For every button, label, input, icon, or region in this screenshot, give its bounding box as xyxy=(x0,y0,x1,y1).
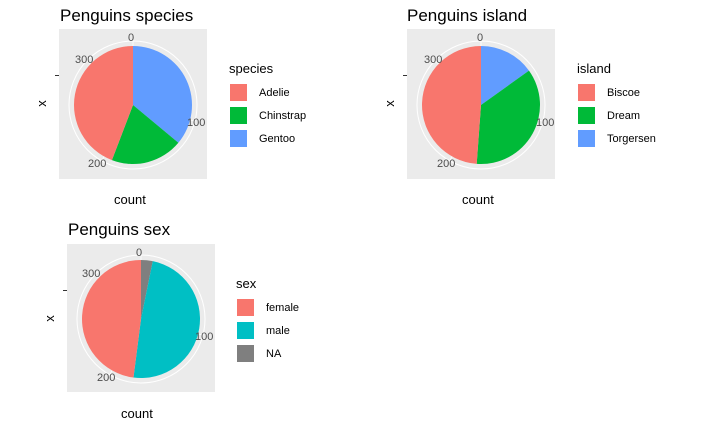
pie-slice-male xyxy=(133,261,201,378)
y-axis-tick xyxy=(63,290,67,291)
tick-label: 200 xyxy=(88,158,107,170)
legend-key-biscoe xyxy=(578,84,595,101)
pie-slice-torgersen xyxy=(481,46,529,105)
legend-label: Chinstrap xyxy=(259,110,307,122)
legend-label: NA xyxy=(266,348,282,360)
pie-chart xyxy=(68,40,198,170)
y-axis-tick xyxy=(55,75,59,76)
tick-label: 100 xyxy=(195,331,214,343)
legend-label: Biscoe xyxy=(607,87,641,99)
plot-panel xyxy=(67,244,215,392)
x-axis-label: count xyxy=(462,192,494,207)
tick-label: 300 xyxy=(424,54,443,66)
legend-label: Dream xyxy=(607,110,641,122)
chart-title: Penguins sex xyxy=(68,220,171,239)
plot-panel xyxy=(407,29,555,179)
legend-label: female xyxy=(266,302,300,314)
x-axis-label: count xyxy=(121,406,153,421)
legend-key-gentoo xyxy=(230,130,247,147)
legend-title: island xyxy=(577,61,611,76)
pie-slice-dream xyxy=(476,70,540,164)
legend-title: sex xyxy=(236,276,257,291)
tick-label: 300 xyxy=(75,54,94,66)
chart-title: Penguins species xyxy=(60,6,194,25)
plot-panel xyxy=(59,29,207,179)
legend-title: species xyxy=(229,61,274,76)
legend-key-female xyxy=(237,299,254,316)
tick-label: 100 xyxy=(536,117,555,129)
tick-label: 200 xyxy=(97,372,116,384)
legend-key-torgersen xyxy=(578,130,595,147)
y-axis-label: x xyxy=(381,100,397,107)
pie-chart xyxy=(416,40,546,170)
legend-label: Adelie xyxy=(259,87,290,99)
y-axis-label: x xyxy=(33,100,49,107)
legend-label: male xyxy=(266,325,290,337)
pie-slice-biscoe xyxy=(421,46,481,164)
tick-label: 100 xyxy=(187,117,206,129)
pie-chart xyxy=(76,254,206,384)
legend-label: Torgersen xyxy=(607,133,656,145)
tick-label: 300 xyxy=(82,268,101,280)
tick-label: 200 xyxy=(437,158,456,170)
legend-key-male xyxy=(237,322,254,339)
pie-slice-gentoo xyxy=(133,46,192,143)
chart-title: Penguins island xyxy=(407,6,528,25)
tick-label: 0 xyxy=(477,32,484,44)
legend-key-adelie xyxy=(230,84,247,101)
y-axis-label: x xyxy=(41,315,57,322)
legend-key-na xyxy=(237,345,254,362)
pie-slice-adelie xyxy=(73,46,133,161)
tick-label: 0 xyxy=(136,247,143,259)
y-axis-tick xyxy=(403,75,407,76)
tick-label: 0 xyxy=(128,32,135,44)
pie-slice-na xyxy=(141,260,153,319)
x-axis-label: count xyxy=(114,192,146,207)
legend-key-dream xyxy=(578,107,595,124)
legend-label: Gentoo xyxy=(259,133,296,145)
pie-slice-chinstrap xyxy=(111,105,179,164)
pie-slice-female xyxy=(82,260,141,378)
legend-key-chinstrap xyxy=(230,107,247,124)
